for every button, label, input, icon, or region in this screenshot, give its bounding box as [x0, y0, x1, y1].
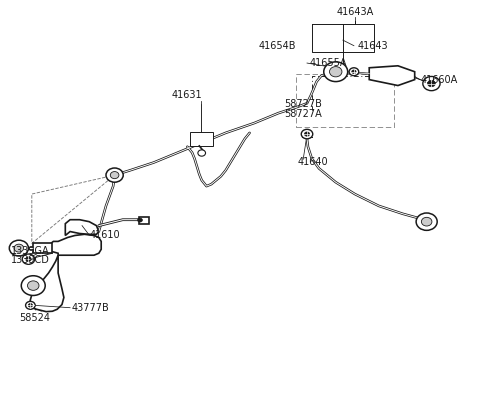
Polygon shape — [369, 66, 415, 86]
Circle shape — [428, 80, 435, 87]
Circle shape — [138, 218, 143, 222]
Bar — [296, 74, 394, 127]
Circle shape — [14, 244, 24, 252]
Circle shape — [110, 171, 119, 179]
Circle shape — [349, 68, 359, 76]
Circle shape — [324, 62, 348, 82]
Text: 41640: 41640 — [298, 157, 328, 167]
Bar — [33, 244, 52, 253]
Circle shape — [329, 67, 342, 77]
Circle shape — [198, 150, 205, 156]
Text: 1339CD: 1339CD — [11, 255, 50, 265]
Polygon shape — [51, 234, 101, 255]
Circle shape — [28, 304, 33, 307]
Bar — [139, 217, 149, 224]
Circle shape — [421, 217, 432, 226]
Text: 58727A: 58727A — [285, 109, 322, 118]
Text: 41655A: 41655A — [310, 58, 347, 68]
Circle shape — [27, 281, 39, 290]
Bar — [190, 132, 213, 146]
Circle shape — [22, 254, 35, 264]
Text: 58524: 58524 — [19, 313, 50, 323]
Text: 1339GA: 1339GA — [11, 246, 50, 256]
Circle shape — [304, 132, 310, 136]
Circle shape — [21, 276, 45, 295]
Circle shape — [416, 213, 437, 230]
Circle shape — [9, 240, 28, 256]
Circle shape — [352, 70, 356, 74]
Text: 41660A: 41660A — [421, 75, 458, 86]
Text: 41643A: 41643A — [336, 7, 373, 17]
Circle shape — [25, 257, 31, 261]
Circle shape — [301, 129, 313, 139]
Circle shape — [25, 301, 35, 309]
Text: 41643: 41643 — [357, 41, 388, 51]
Text: 41631: 41631 — [171, 90, 202, 100]
Text: 41654B: 41654B — [259, 41, 297, 51]
Circle shape — [423, 76, 440, 91]
Text: 41610: 41610 — [89, 230, 120, 240]
Polygon shape — [65, 220, 99, 236]
Text: 58727B: 58727B — [285, 99, 323, 109]
Circle shape — [106, 168, 123, 182]
Polygon shape — [29, 255, 64, 312]
Text: 43777B: 43777B — [72, 303, 109, 313]
